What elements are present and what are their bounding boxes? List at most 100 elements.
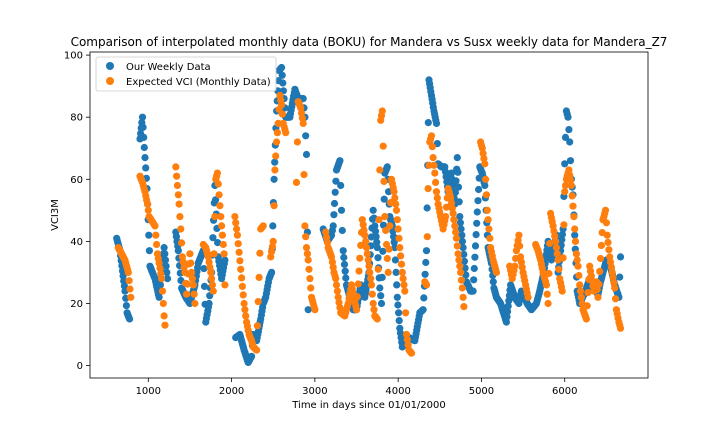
- monthly-data-point: [381, 213, 389, 221]
- monthly-data-point: [400, 281, 408, 289]
- monthly-data-point: [278, 101, 286, 109]
- monthly-data-point: [176, 213, 184, 221]
- monthly-data-point: [392, 206, 401, 214]
- monthly-data-point: [272, 152, 280, 160]
- y-tick-label: 20: [70, 299, 83, 310]
- weekly-data-point: [161, 250, 169, 258]
- monthly-data-point: [602, 219, 611, 227]
- x-tick-label: 1000: [136, 386, 161, 397]
- monthly-data-point: [425, 161, 433, 169]
- monthly-data-point: [299, 119, 307, 127]
- x-tick-label: 5000: [469, 386, 494, 397]
- monthly-data-point: [561, 188, 569, 196]
- weekly-data-point: [616, 273, 624, 281]
- weekly-data-point: [558, 230, 567, 238]
- y-tick-label: 100: [64, 51, 83, 62]
- monthly-data-point: [124, 268, 132, 276]
- monthly-data-point: [524, 293, 532, 301]
- monthly-data-point: [572, 250, 581, 258]
- x-axis-ticks: 1000 2000 3000 4000 5000 6000: [136, 378, 577, 397]
- weekly-data-point: [424, 119, 432, 127]
- monthly-data-point: [451, 222, 459, 230]
- monthly-data-point: [191, 299, 199, 308]
- monthly-data-point: [454, 250, 462, 258]
- monthly-data-point: [380, 177, 388, 185]
- monthly-data-point: [545, 269, 553, 278]
- monthly-data-point: [458, 284, 466, 292]
- monthly-data-point: [302, 244, 311, 252]
- weekly-data-point: [340, 253, 348, 262]
- monthly-data-point: [424, 185, 432, 193]
- monthly-data-point: [459, 293, 467, 301]
- monthly-data-point: [603, 231, 611, 239]
- monthly-data-point: [278, 110, 286, 118]
- monthly-data-point: [452, 228, 460, 236]
- weekly-data-point: [163, 268, 171, 276]
- weekly-data-point: [561, 160, 569, 168]
- weekly-data-point: [371, 227, 380, 235]
- monthly-data-point: [293, 138, 301, 146]
- y-tick-label: 0: [77, 361, 83, 372]
- monthly-data-point: [254, 298, 262, 306]
- monthly-data-point: [543, 290, 551, 298]
- monthly-data-point: [271, 166, 279, 174]
- monthly-data-point: [422, 281, 431, 289]
- monthly-data-point: [216, 202, 224, 210]
- monthly-data-point: [546, 239, 554, 248]
- weekly-data-point: [371, 222, 379, 230]
- monthly-data-point: [611, 295, 620, 303]
- monthly-data-point: [357, 241, 365, 249]
- monthly-data-point: [452, 234, 460, 242]
- monthly-data-point: [220, 250, 228, 258]
- weekly-data-point: [475, 185, 483, 194]
- weekly-data-point: [505, 297, 513, 305]
- weekly-data-point: [200, 282, 209, 290]
- weekly-data-point: [504, 302, 512, 310]
- monthly-data-point: [616, 324, 625, 332]
- monthly-data-point: [584, 289, 592, 297]
- weekly-data-point: [421, 270, 429, 278]
- monthly-data-point: [407, 349, 416, 357]
- monthly-data-point: [431, 169, 439, 177]
- monthly-data-point: [423, 233, 431, 241]
- weekly-data-point: [393, 293, 401, 301]
- monthly-data-point: [386, 222, 394, 230]
- weekly-data-point: [212, 196, 220, 204]
- weekly-data-point: [337, 181, 345, 190]
- monthly-data-point: [253, 322, 261, 330]
- y-tick-label: 40: [70, 237, 83, 248]
- weekly-data-point: [304, 306, 312, 314]
- weekly-data-point: [393, 281, 401, 289]
- weekly-data-point: [451, 188, 459, 197]
- weekly-data-point: [278, 71, 286, 79]
- monthly-data-point: [392, 200, 400, 208]
- monthly-data-point: [395, 234, 403, 242]
- weekly-data-point: [432, 119, 441, 127]
- monthly-data-point: [442, 203, 451, 211]
- monthly-data-point: [209, 287, 217, 295]
- legend-marker-monthly: [106, 77, 114, 85]
- monthly-data-point: [365, 262, 373, 270]
- monthly-data-point: [172, 163, 180, 171]
- weekly-data-point: [126, 315, 134, 323]
- y-tick-label: 60: [70, 175, 83, 186]
- weekly-data-point: [330, 211, 338, 219]
- weekly-data-point: [391, 256, 399, 264]
- monthly-data-point: [575, 271, 583, 280]
- weekly-data-point: [248, 352, 256, 360]
- monthly-data-point: [332, 275, 340, 283]
- monthly-data-point: [375, 216, 383, 224]
- weekly-data-point: [474, 197, 482, 205]
- weekly-data-point: [369, 206, 377, 214]
- weekly-data-point: [140, 143, 148, 152]
- monthly-data-point: [353, 293, 361, 301]
- weekly-data-point: [269, 222, 277, 230]
- monthly-data-point: [570, 213, 578, 221]
- monthly-data-point: [460, 303, 468, 311]
- monthly-data-point: [158, 287, 167, 295]
- monthly-data-point: [238, 282, 246, 290]
- monthly-data-point: [383, 254, 391, 263]
- y-tick-label: 80: [70, 113, 83, 124]
- monthly-data-point: [457, 276, 465, 284]
- monthly-data-point: [233, 225, 241, 233]
